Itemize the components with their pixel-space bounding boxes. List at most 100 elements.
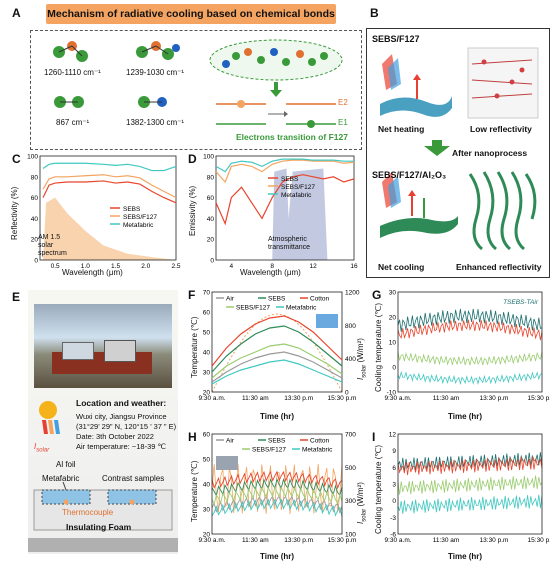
panel-h-label: H xyxy=(188,430,197,444)
y-tick-label: 80 xyxy=(207,174,215,181)
thermocouple-icon xyxy=(63,499,69,505)
e1-label: E1 xyxy=(338,118,348,127)
y-tick-label: 9 xyxy=(392,448,396,455)
atmospheric-transmittance-annotation: Atmospheric transmittance xyxy=(268,236,311,251)
series-line xyxy=(211,325,343,373)
chart-d-xlabel: Wavelength (μm) xyxy=(240,268,301,277)
bond-label-4: 1382-1300 cm⁻¹ xyxy=(126,118,185,127)
y-tick-label: 100 xyxy=(27,154,38,161)
series-line xyxy=(211,315,343,367)
panel-g-label: G xyxy=(372,288,382,302)
chart-c-xlabel: Wavelength (μm) xyxy=(62,268,123,277)
cooling-curve xyxy=(397,319,543,341)
enhanced-reflectivity-label: Enhanced reflectivity xyxy=(456,262,542,272)
y-tick-label: 12 xyxy=(389,432,397,439)
series-line xyxy=(211,351,343,383)
device-icon xyxy=(62,342,94,360)
y-tick-label: 20 xyxy=(31,237,39,244)
series-line xyxy=(211,359,343,385)
location-line-3: Date: 3th October 2022 xyxy=(76,432,154,441)
sun-icon xyxy=(39,401,60,434)
low-reflectivity-structure xyxy=(467,47,539,119)
chart-f-y2label: Isolar (W/m²) xyxy=(356,338,368,380)
location-title: Location and weather: xyxy=(76,398,167,408)
series-line xyxy=(211,498,343,517)
series-line xyxy=(215,174,355,226)
plot-frame xyxy=(397,433,543,535)
low-reflectivity-label: Low reflectivity xyxy=(470,124,532,134)
cooling-curve xyxy=(397,308,543,332)
net-cooling-label: Net cooling xyxy=(378,262,425,272)
x-tick-label: 16 xyxy=(350,263,358,270)
y-tick-label: 80 xyxy=(31,174,39,181)
legend-label: Metafabric xyxy=(286,305,317,312)
y-tick-label: 400 xyxy=(345,356,356,363)
experiment-photo xyxy=(34,304,172,388)
x-tick-label: 2.5 xyxy=(171,263,180,270)
chart-g-ylabel: Cooling temperature (℃) xyxy=(374,302,383,392)
sebs-f127-title: SEBS/F127 xyxy=(372,34,420,44)
x-tick-label: 9:30 a.m. xyxy=(198,537,225,544)
x-tick-label: 12 xyxy=(309,263,317,270)
x-tick-label: 13:30 p.m xyxy=(480,537,509,544)
electron-transition-diagram xyxy=(209,39,343,128)
series-line xyxy=(211,343,343,379)
panel-d-label: D xyxy=(188,152,197,166)
x-tick-label: 9:30 a.m. xyxy=(198,395,225,402)
legend-label: SEBS/F127 xyxy=(236,305,270,312)
panel-b-illustration xyxy=(380,47,539,251)
y-tick-label: 60 xyxy=(207,195,215,202)
y-tick-label: 60 xyxy=(203,432,211,439)
plot-frame xyxy=(39,155,177,261)
molecule-2-icon xyxy=(136,41,180,60)
metafabric-label: Metafabric xyxy=(42,474,80,483)
molecule-cluster-icon xyxy=(222,48,328,68)
chart-c-ylabel: Reflectivity (%) xyxy=(10,186,19,240)
y-tick-label: 0 xyxy=(392,498,396,505)
solar-curve xyxy=(211,313,343,393)
transition-label: Electrons transition of F127 xyxy=(236,132,348,142)
legend-label: Cotton xyxy=(310,438,330,445)
y-tick-label: 800 xyxy=(345,323,356,330)
y-tick-label: 3 xyxy=(392,482,396,489)
atmospheric-window-area xyxy=(272,168,328,260)
y-tick-label: 20 xyxy=(389,315,397,322)
y-tick-label: 40 xyxy=(203,350,211,357)
y-tick-label: 20 xyxy=(203,532,211,539)
foam-label: Insulating Foam xyxy=(66,522,132,532)
y-tick-label: 50 xyxy=(203,330,211,337)
film-heating-icon xyxy=(380,96,452,117)
y-tick-label: 20 xyxy=(207,237,215,244)
cooling-curve xyxy=(397,475,543,495)
y-tick-label: 60 xyxy=(203,310,211,317)
cooling-curve xyxy=(397,351,543,366)
after-nanoprocess-label: After nanoprocess xyxy=(452,148,528,158)
series-line xyxy=(42,174,177,199)
bond-label-2: 1239-1030 cm⁻¹ xyxy=(126,68,185,77)
chart-c: 0 20 40 60 80 100 0.5 1.0 1.5 2.0 2.5 SEBSSEBS/F127… xyxy=(27,154,181,271)
isolar-label: Isolar xyxy=(34,442,50,454)
legend-label: SEBS/F127 xyxy=(281,184,315,191)
process-arrow-icon xyxy=(424,140,450,156)
series-line xyxy=(211,470,343,490)
y-tick-label: 50 xyxy=(203,457,211,464)
panel-i-label: I xyxy=(372,430,376,444)
chart-h-y2label: Isolar (W/m²) xyxy=(356,482,368,524)
molecule-4-icon xyxy=(138,96,167,108)
legend-label: Metafabric xyxy=(281,192,312,199)
series-line xyxy=(42,162,177,172)
chart-h: 20 30 40 50 60 100 300 500 700 9:30 a.m. 11:30 am 1… xyxy=(198,432,356,545)
y-tick-label: 0 xyxy=(345,390,349,397)
chart-d: 0 20 40 60 80 100 4 8 12 16 SEBSSEBS/F127Metafabri… xyxy=(203,154,358,271)
x-tick-label: 0.5 xyxy=(51,263,60,270)
chart-i-xlabel: Time (hr) xyxy=(448,552,483,561)
plot-frame xyxy=(397,291,543,393)
cooling-curve xyxy=(397,370,543,386)
y-tick-label: 30 xyxy=(389,290,397,297)
y-tick-label: 0 xyxy=(392,365,396,372)
y-tick-label: 40 xyxy=(31,216,39,223)
chart-i: -6 -3 0 3 6 9 12 9:30 a.m. 11:30 am 13:30 p.m 15:3… xyxy=(384,432,550,545)
bond-label-3: 867 cm⁻¹ xyxy=(56,118,90,127)
al-foil-label: Al foil xyxy=(56,460,76,469)
molecule-3-icon xyxy=(54,96,84,108)
